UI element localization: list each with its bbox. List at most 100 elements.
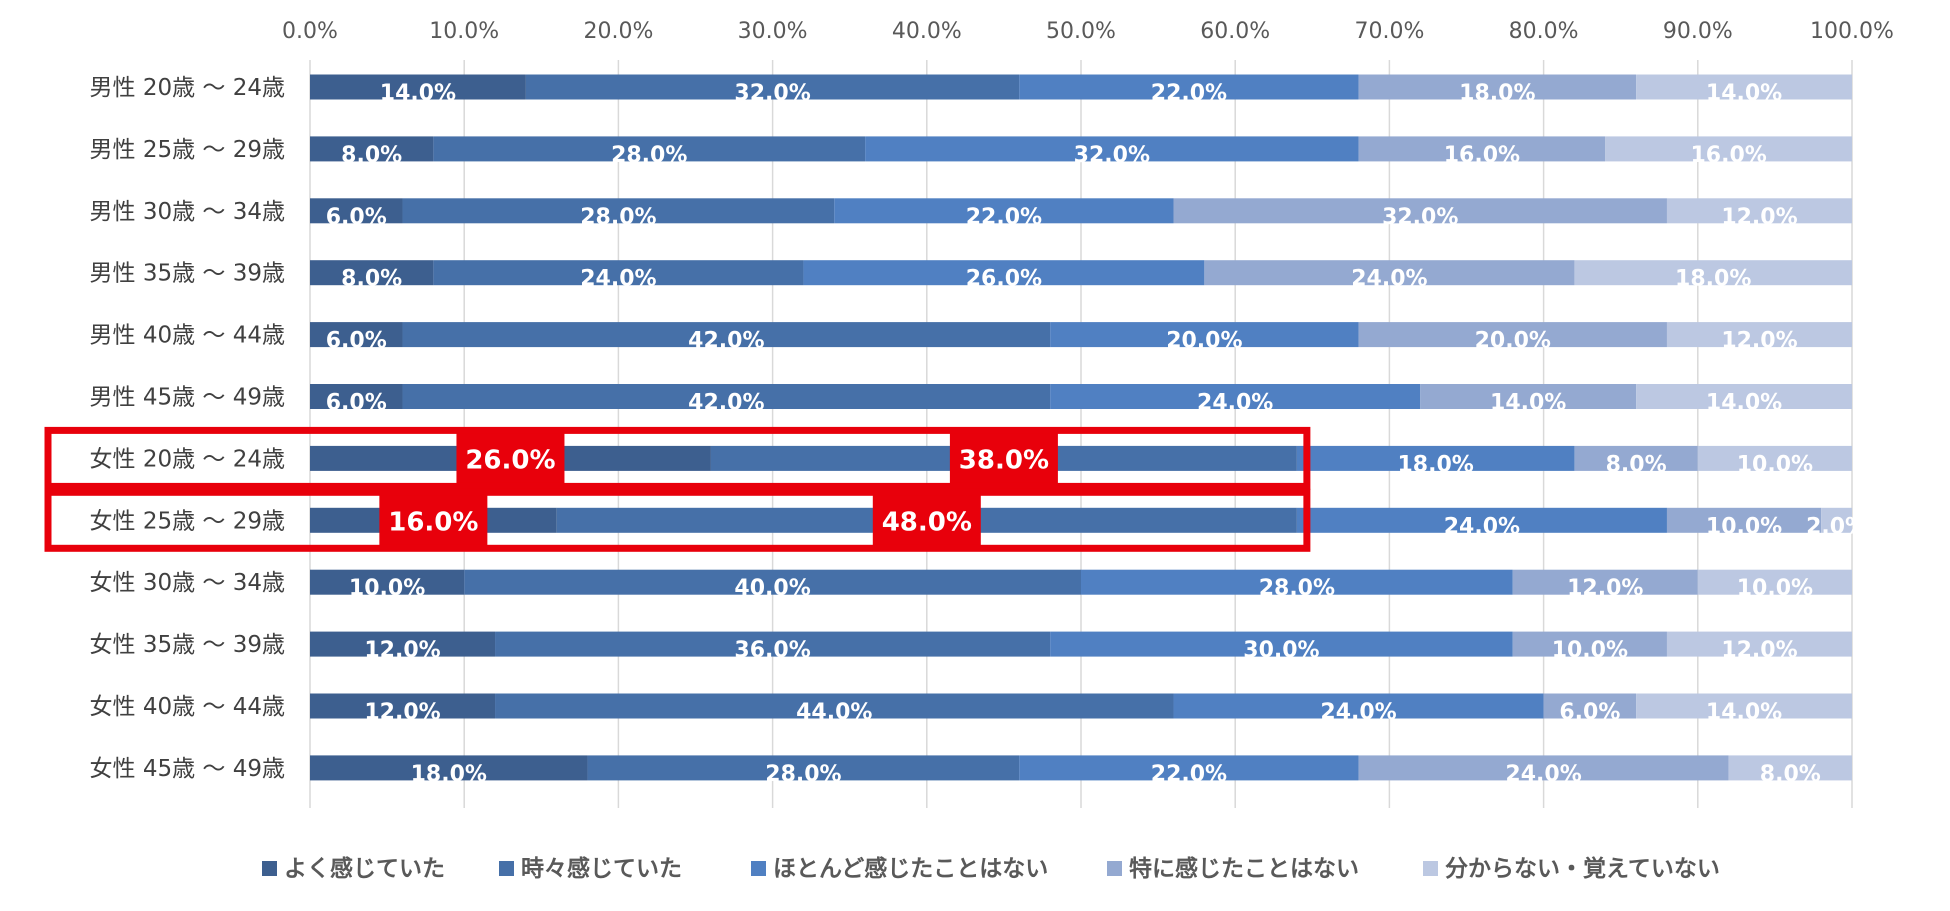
highlight-boxes bbox=[44, 426, 1311, 552]
bar-segment bbox=[1050, 384, 1421, 409]
bar-segment bbox=[1204, 260, 1575, 286]
category-label: 女性 20歳 ～ 24歳 bbox=[90, 446, 285, 472]
data-label: 12.0% bbox=[364, 638, 440, 663]
bar-segment bbox=[1081, 569, 1513, 595]
data-label: 26.0% bbox=[465, 445, 555, 475]
data-label: 24.0% bbox=[1197, 391, 1273, 416]
x-tick-label: 10.0% bbox=[429, 19, 499, 44]
legend-swatch bbox=[1423, 861, 1438, 876]
data-label: 28.0% bbox=[611, 143, 687, 168]
bar-segment bbox=[402, 198, 835, 224]
data-label: 26.0% bbox=[966, 267, 1042, 292]
bar-segment bbox=[310, 136, 434, 162]
data-label: 18.0% bbox=[1675, 267, 1751, 292]
category-label: 女性 25歳 ～ 29歳 bbox=[90, 508, 285, 534]
bar-segment bbox=[1666, 507, 1822, 533]
data-label: 6.0% bbox=[326, 329, 387, 354]
data-label: 14.0% bbox=[1490, 391, 1566, 416]
bar-segment bbox=[1666, 198, 1852, 224]
x-axis-ticks: 0.0% 10.0% 20.0% 30.0% 40.0% 50.0% 60.0% 70.0% 8… bbox=[282, 19, 1894, 44]
data-label: 36.0% bbox=[734, 638, 810, 663]
data-label: 10.0% bbox=[349, 576, 425, 601]
data-label: 16.0% bbox=[388, 507, 478, 537]
bar-segment bbox=[1697, 445, 1852, 471]
bar-segment bbox=[1697, 569, 1852, 595]
data-label: 28.0% bbox=[1259, 576, 1335, 601]
data-label: 14.0% bbox=[1706, 81, 1782, 106]
highlight-label-bg bbox=[949, 430, 1058, 487]
bar-segment bbox=[1019, 755, 1359, 781]
data-label: 10.0% bbox=[1706, 514, 1782, 539]
data-label: 40.0% bbox=[734, 576, 810, 601]
bar-segment bbox=[433, 136, 866, 162]
bar-segment bbox=[1728, 755, 1852, 781]
legend-label: ほとんど感じたことはない bbox=[773, 855, 1048, 882]
bar-segment bbox=[865, 136, 1359, 162]
data-label: 20.0% bbox=[1166, 329, 1242, 354]
highlight-box bbox=[44, 488, 1311, 552]
data-label: 12.0% bbox=[1567, 576, 1643, 601]
bar-segment bbox=[1296, 445, 1575, 471]
x-tick-label: 40.0% bbox=[892, 19, 962, 44]
data-label: 10.0% bbox=[1737, 452, 1813, 477]
bar-segment bbox=[310, 74, 526, 100]
legend-label: 特に感じたことはない bbox=[1129, 855, 1359, 882]
data-label: 20.0% bbox=[1475, 329, 1551, 354]
data-label: 6.0% bbox=[326, 205, 387, 230]
x-tick-label: 20.0% bbox=[583, 19, 653, 44]
bar-segment bbox=[1605, 136, 1852, 162]
data-label: 42.0% bbox=[688, 391, 764, 416]
bar-segment bbox=[310, 693, 496, 719]
legend-swatch bbox=[751, 861, 766, 876]
highlight-box bbox=[44, 426, 1311, 490]
bar-segment bbox=[834, 198, 1174, 224]
x-tick-label: 60.0% bbox=[1200, 19, 1270, 44]
bar-segment bbox=[1420, 384, 1637, 409]
data-label: 8.0% bbox=[1606, 452, 1667, 477]
highlight-label-bg bbox=[456, 430, 565, 487]
bar-segment bbox=[1050, 322, 1359, 348]
data-label: 32.0% bbox=[1074, 143, 1150, 168]
data-label: 28.0% bbox=[765, 762, 841, 787]
bar-segment bbox=[1512, 569, 1698, 595]
data-label: 22.0% bbox=[1151, 762, 1227, 787]
data-label: 6.0% bbox=[326, 391, 387, 416]
legend-swatch bbox=[1107, 861, 1122, 876]
data-label: 14.0% bbox=[380, 81, 456, 106]
category-label: 女性 45歳 ～ 49歳 bbox=[90, 756, 285, 782]
bar-segment bbox=[1666, 631, 1852, 657]
data-label: 32.0% bbox=[1382, 205, 1458, 230]
x-tick-label: 90.0% bbox=[1663, 19, 1733, 44]
data-label: 12.0% bbox=[364, 700, 440, 725]
bar-segment bbox=[495, 693, 1174, 719]
bar-segment bbox=[1050, 631, 1513, 657]
data-labels: 14.0% 32.0% 22.0% 18.0% 14.0% 8.0% 28.0% 32.0% 1… bbox=[326, 81, 1867, 787]
data-label: 24.0% bbox=[1505, 762, 1581, 787]
data-label: 44.0% bbox=[796, 700, 872, 725]
x-tick-label: 50.0% bbox=[1046, 19, 1116, 44]
data-label: 6.0% bbox=[1559, 700, 1620, 725]
bar-segment bbox=[525, 74, 1020, 100]
data-label: 24.0% bbox=[1320, 700, 1396, 725]
legend-label: よく感じていた bbox=[284, 855, 445, 882]
data-label: 42.0% bbox=[688, 329, 764, 354]
bar-segment bbox=[402, 322, 1051, 348]
bar-segment bbox=[1358, 136, 1606, 162]
gridlines bbox=[309, 60, 1853, 808]
bar-segment bbox=[310, 631, 496, 657]
bar-segments bbox=[310, 74, 1852, 781]
bar-segment bbox=[310, 260, 434, 286]
bar-segment bbox=[310, 569, 465, 595]
data-label: 18.0% bbox=[1459, 81, 1535, 106]
bar-segment bbox=[495, 631, 1051, 657]
data-label: 2.0% bbox=[1806, 514, 1867, 539]
legend: よく感じていた 時々感じていた ほとんど感じたことはない 特に感じたことはない 分からな… bbox=[262, 855, 1720, 882]
bar-segment bbox=[587, 755, 1020, 781]
bar-segment bbox=[1666, 322, 1852, 348]
bar-segment bbox=[1574, 260, 1852, 286]
data-label: 8.0% bbox=[1760, 762, 1821, 787]
bar-segment bbox=[402, 384, 1051, 409]
category-label: 男性 20歳 ～ 24歳 bbox=[90, 75, 285, 101]
